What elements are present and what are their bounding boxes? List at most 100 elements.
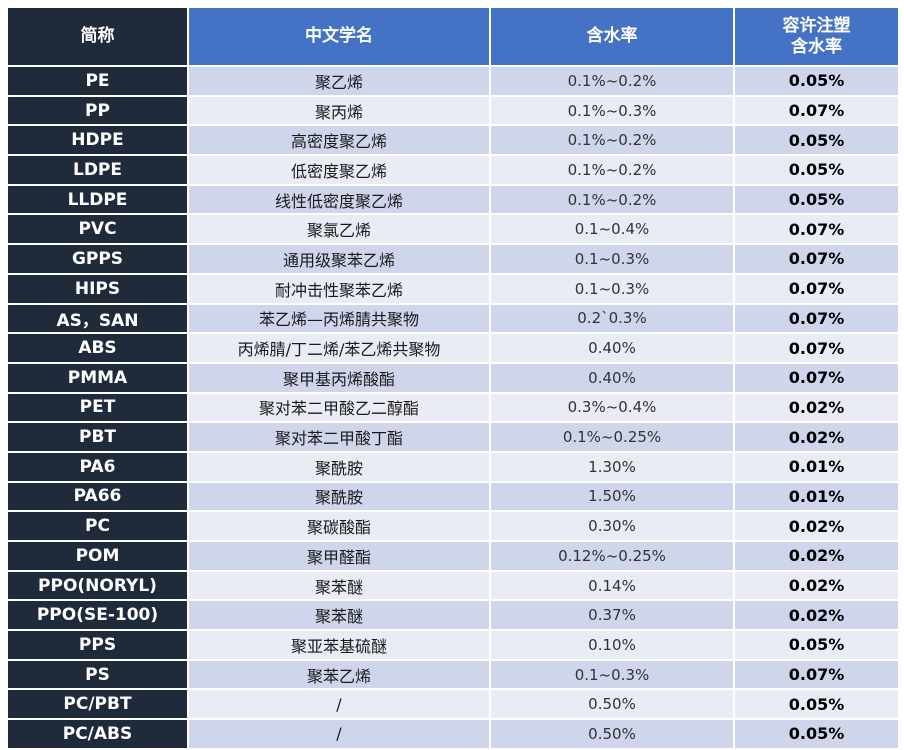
cell-moisture: 0.12%~0.25% <box>491 542 733 570</box>
header-abbr: 简称 <box>8 8 187 65</box>
header-allowed-line1: 容许注塑 <box>782 15 851 36</box>
cell-chinese-name: 线性低密度聚乙烯 <box>189 185 489 214</box>
cell-abbr: PBT <box>8 423 187 451</box>
cell-chinese-name: 聚甲醛酯 <box>189 542 489 570</box>
header-moisture: 含水率 <box>491 8 733 65</box>
cell-abbr: PPO(NORYL) <box>8 571 187 600</box>
table-row: POM 聚甲醛酯 0.12%~0.25% 0.02% <box>8 542 898 570</box>
table-row: PVC 聚氯乙烯 0.1~0.4% 0.07% <box>8 215 898 244</box>
cell-allowed-moisture: 0.07% <box>735 363 898 392</box>
cell-abbr: GPPS <box>8 245 187 273</box>
cell-moisture: 0.1%~0.2% <box>491 185 733 214</box>
table-row: PA6 聚酰胺 1.30% 0.01% <box>8 452 898 481</box>
cell-allowed-moisture: 0.07% <box>735 215 898 244</box>
cell-chinese-name: 聚酰胺 <box>189 482 489 511</box>
cell-abbr: PA66 <box>8 482 187 511</box>
cell-allowed-moisture: 0.02% <box>735 423 898 451</box>
cell-moisture: 0.40% <box>491 334 733 362</box>
table-row: HDPE 高密度聚乙烯 0.1%~0.2% 0.05% <box>8 126 898 155</box>
cell-abbr: PET <box>8 393 187 422</box>
cell-allowed-moisture: 0.05% <box>735 185 898 214</box>
cell-moisture: 0.1~0.3% <box>491 274 733 303</box>
cell-moisture: 0.1%~0.2% <box>491 67 733 95</box>
cell-moisture: 0.1~0.3% <box>491 660 733 689</box>
cell-abbr: PC/ABS <box>8 720 187 748</box>
cell-allowed-moisture: 0.01% <box>735 452 898 481</box>
cell-allowed-moisture: 0.07% <box>735 245 898 273</box>
cell-abbr: PP <box>8 96 187 125</box>
cell-abbr: POM <box>8 542 187 570</box>
cell-chinese-name: 聚甲基丙烯酸酯 <box>189 363 489 392</box>
cell-allowed-moisture: 0.02% <box>735 601 898 630</box>
cell-abbr: HIPS <box>8 274 187 303</box>
cell-chinese-name: 聚对苯二甲酸乙二醇酯 <box>189 393 489 422</box>
cell-moisture: 0.1%~0.3% <box>491 96 733 125</box>
cell-chinese-name: / <box>189 690 489 719</box>
cell-allowed-moisture: 0.07% <box>735 274 898 303</box>
table-row: AS，SAN 苯乙烯—丙烯腈共聚物 0.2`0.3% 0.07% <box>8 304 898 333</box>
cell-chinese-name: 聚苯醚 <box>189 601 489 630</box>
cell-allowed-moisture: 0.05% <box>735 126 898 155</box>
cell-abbr: PVC <box>8 215 187 244</box>
cell-abbr: AS，SAN <box>8 304 187 333</box>
cell-chinese-name: 高密度聚乙烯 <box>189 126 489 155</box>
cell-allowed-moisture: 0.02% <box>735 512 898 540</box>
table-row: PBT 聚对苯二甲酸丁酯 0.1%~0.25% 0.02% <box>8 423 898 451</box>
cell-allowed-moisture: 0.07% <box>735 334 898 362</box>
cell-moisture: 0.30% <box>491 512 733 540</box>
table-row: PET 聚对苯二甲酸乙二醇酯 0.3%~0.4% 0.02% <box>8 393 898 422</box>
cell-chinese-name: 聚碳酸酯 <box>189 512 489 540</box>
cell-moisture: 0.1%~0.2% <box>491 156 733 184</box>
cell-abbr: PE <box>8 67 187 95</box>
table-row: HIPS 耐冲击性聚苯乙烯 0.1~0.3% 0.07% <box>8 274 898 303</box>
cell-abbr: LLDPE <box>8 185 187 214</box>
table-row: PC/ABS/0.50% 0.05% <box>8 720 898 748</box>
table-row: ABS 丙烯腈/丁二烯/苯乙烯共聚物 0.40% 0.07% <box>8 334 898 362</box>
cell-abbr: PS <box>8 660 187 689</box>
cell-moisture: 0.37% <box>491 601 733 630</box>
table-row: PPO(NORYL) 聚苯醚 0.14% 0.02% <box>8 571 898 600</box>
cell-chinese-name: 聚亚苯基硫醚 <box>189 631 489 659</box>
cell-chinese-name: 聚苯乙烯 <box>189 660 489 689</box>
header-allowed-moisture: 容许注塑 含水率 <box>735 8 898 65</box>
cell-allowed-moisture: 0.02% <box>735 571 898 600</box>
cell-moisture: 0.2`0.3% <box>491 304 733 333</box>
cell-moisture: 0.3%~0.4% <box>491 393 733 422</box>
table-row: GPPS 通用级聚苯乙烯 0.1~0.3% 0.07% <box>8 245 898 273</box>
cell-allowed-moisture: 0.05% <box>735 67 898 95</box>
cell-chinese-name: 丙烯腈/丁二烯/苯乙烯共聚物 <box>189 334 489 362</box>
table-row: PE 聚乙烯 0.1%~0.2% 0.05% <box>8 67 898 95</box>
cell-allowed-moisture: 0.02% <box>735 393 898 422</box>
cell-chinese-name: 通用级聚苯乙烯 <box>189 245 489 273</box>
cell-abbr: PPO(SE-100) <box>8 601 187 630</box>
table-row: PP 聚丙烯 0.1%~0.3% 0.07% <box>8 96 898 125</box>
cell-chinese-name: 聚酰胺 <box>189 452 489 481</box>
cell-allowed-moisture: 0.05% <box>735 690 898 719</box>
cell-allowed-moisture: 0.05% <box>735 720 898 748</box>
cell-allowed-moisture: 0.01% <box>735 482 898 511</box>
cell-chinese-name: 苯乙烯—丙烯腈共聚物 <box>189 304 489 333</box>
cell-moisture: 0.50% <box>491 690 733 719</box>
table-row: PC 聚碳酸酯 0.30% 0.02% <box>8 512 898 540</box>
cell-chinese-name: 聚对苯二甲酸丁酯 <box>189 423 489 451</box>
cell-abbr: PC <box>8 512 187 540</box>
cell-abbr: LDPE <box>8 156 187 184</box>
cell-allowed-moisture: 0.07% <box>735 96 898 125</box>
table-row: PPS 聚亚苯基硫醚 0.10% 0.05% <box>8 631 898 659</box>
table-row: LLDPE 线性低密度聚乙烯 0.1%~0.2% 0.05% <box>8 185 898 214</box>
cell-chinese-name: 聚乙烯 <box>189 67 489 95</box>
table-row: PS 聚苯乙烯 0.1~0.3% 0.07% <box>8 660 898 689</box>
header-allowed-line2: 含水率 <box>791 36 842 57</box>
table-body: PE 聚乙烯 0.1%~0.2% 0.05% PP 聚丙烯 0.1%~0.3% 0.07% HD… <box>8 67 898 748</box>
cell-chinese-name: 聚丙烯 <box>189 96 489 125</box>
cell-allowed-moisture: 0.05% <box>735 631 898 659</box>
cell-allowed-moisture: 0.02% <box>735 542 898 570</box>
table-row: PC/PBT/0.50% 0.05% <box>8 690 898 719</box>
cell-chinese-name: 低密度聚乙烯 <box>189 156 489 184</box>
cell-abbr: PMMA <box>8 363 187 392</box>
cell-chinese-name: 耐冲击性聚苯乙烯 <box>189 274 489 303</box>
cell-allowed-moisture: 0.05% <box>735 156 898 184</box>
cell-moisture: 0.1%~0.25% <box>491 423 733 451</box>
cell-moisture: 1.30% <box>491 452 733 481</box>
cell-chinese-name: 聚氯乙烯 <box>189 215 489 244</box>
